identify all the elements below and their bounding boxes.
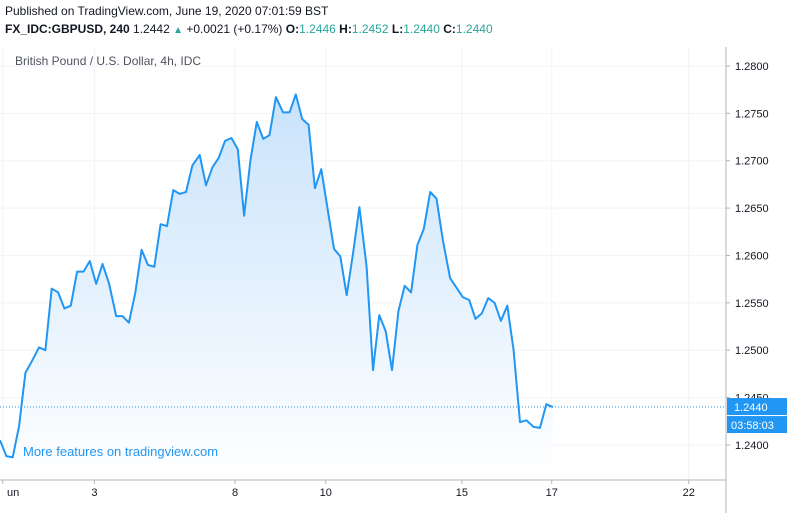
last-price: 1.2442 (133, 22, 170, 36)
x-tick-label: 17 (546, 487, 558, 499)
countdown-tag-label: 03:58:03 (731, 420, 774, 432)
low-label: L: (391, 22, 404, 36)
countdown-tag (727, 416, 787, 434)
price-area-fill (0, 94, 553, 481)
y-tick-label: 1.2700 (735, 156, 769, 168)
x-tick-label: 3 (91, 487, 97, 499)
price-tags: 1.2440 03:58:03 (727, 398, 787, 434)
high-label: H: (339, 22, 352, 36)
symbol-label: FX_IDC:GBPUSD, 240 (5, 22, 130, 36)
x-tick-label: 22 (683, 487, 695, 499)
price-axis[interactable]: 1.24001.24501.25001.25501.26001.26501.27… (726, 61, 769, 452)
price-change: +0.0021 (+0.17%) (186, 22, 283, 36)
close-value: 1.2440 (455, 22, 493, 36)
time-axis[interactable]: un 3 8 10 15 17 22 (2, 480, 695, 499)
chart-frame[interactable]: British Pound / U.S. Dollar, 4h, IDC Mor… (0, 47, 799, 513)
x-tick-label: un (7, 487, 19, 499)
x-tick-label: 8 (232, 487, 238, 499)
y-tick-label: 1.2550 (735, 298, 769, 310)
y-tick-label: 1.2500 (735, 345, 769, 357)
y-tick-label: 1.2400 (735, 440, 769, 452)
symbol-ohlc-bar: FX_IDC:GBPUSD, 240 1.2442 ▲ +0.0021 (+0.… (5, 22, 493, 36)
y-tick-label: 1.2800 (735, 61, 769, 73)
x-tick-label: 10 (320, 487, 332, 499)
price-line (0, 93, 554, 459)
x-tick-label: 15 (456, 487, 468, 499)
open-value: 1.2446 (299, 22, 336, 36)
low-value: 1.2440 (403, 22, 440, 36)
price-chart[interactable]: British Pound / U.S. Dollar, 4h, IDC Mor… (0, 47, 799, 513)
y-tick-label: 1.2600 (735, 250, 769, 262)
open-label: O: (285, 22, 300, 36)
up-arrow-icon: ▲ (173, 25, 183, 36)
promo-link[interactable]: More features on tradingview.com (23, 444, 218, 459)
y-tick-label: 1.2750 (735, 108, 769, 120)
published-caption: Published on TradingView.com, June 19, 2… (5, 4, 329, 18)
last-price-tag (727, 398, 787, 416)
chart-title: British Pound / U.S. Dollar, 4h, IDC (15, 54, 201, 68)
last-price-tag-label: 1.2440 (734, 402, 768, 414)
close-label: C: (443, 22, 456, 36)
y-tick-label: 1.2650 (735, 203, 769, 215)
high-value: 1.2452 (351, 22, 389, 36)
